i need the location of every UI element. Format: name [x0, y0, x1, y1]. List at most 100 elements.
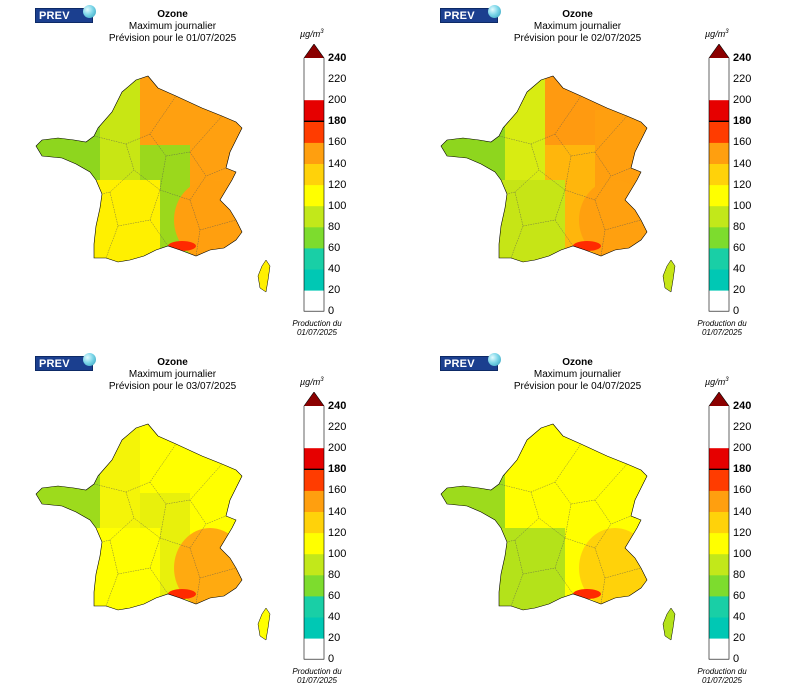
colorbar-segment [709, 184, 729, 207]
colorbar-max-arrow [304, 44, 324, 58]
colorbar-segment [304, 142, 324, 164]
colorbar-segment [304, 448, 324, 470]
colorbar-segment [709, 142, 729, 164]
colorbar-tick-label: 20 [328, 632, 341, 645]
colorbar-tick-label: 220 [328, 421, 347, 434]
colorbar-tick-label: 60 [328, 241, 341, 254]
colorbar-tick-label: 140 [328, 505, 347, 518]
colorbar-segment [709, 469, 729, 491]
colorbar-tick-label: 20 [733, 284, 746, 297]
colorbar-segment [304, 247, 324, 270]
colorbar-tick-label: 180 [328, 115, 347, 128]
production-note: Production du 01/07/2025 [687, 319, 757, 337]
colorbar-segment [709, 617, 729, 639]
colorbar-tick-label: 80 [733, 220, 746, 233]
colorbar-tick-label: 180 [733, 115, 752, 128]
colorbar-segment [709, 205, 729, 228]
colorbar-tick-label: 240 [328, 400, 347, 412]
colorbar-tick-label: 140 [328, 157, 347, 170]
forecast-date: Prévision pour le 02/07/2025 [513, 33, 642, 44]
france-ozone-map [440, 75, 676, 293]
colorbar-tick-label: 0 [733, 305, 740, 318]
colorbar-segment [709, 269, 729, 291]
colorbar-tick-label: 40 [733, 611, 746, 623]
colorbar-tick-label: 20 [328, 284, 341, 297]
panel-titles: Ozone Maximum journalier Prévision pour le… [70, 9, 275, 45]
colorbar-segment [709, 574, 729, 597]
colorbar-tick-label: 0 [733, 653, 740, 666]
france-ozone-map [35, 75, 271, 293]
globe-icon [83, 5, 96, 18]
colorbar-tick-label: 220 [733, 421, 752, 434]
colorbar-unit: µg/m3 [705, 377, 729, 387]
colorbar-tick-label: 80 [733, 568, 746, 581]
colorbar [303, 44, 325, 312]
colorbar-unit: µg/m3 [300, 377, 324, 387]
production-line: Production du [292, 319, 342, 328]
forecast-date: Prévision pour le 01/07/2025 [108, 33, 237, 44]
colorbar-tick-label: 100 [328, 199, 347, 212]
production-line: Production du [697, 667, 747, 676]
colorbar-ticks: 240 220 200 180 160 140 120 100 80 60 40 20 0 [328, 0, 368, 345]
colorbar-tick-label: 240 [733, 400, 752, 412]
colorbar-tick-label: 200 [733, 442, 752, 455]
colorbar-tick-label: 160 [733, 484, 752, 497]
colorbar-tick-label: 80 [328, 568, 341, 581]
colorbar-tick-label: 140 [733, 505, 752, 518]
colorbar-tick-label: 140 [733, 157, 752, 170]
colorbar-segment [304, 490, 324, 512]
colorbar-tick-label: 60 [733, 241, 746, 254]
production-note: Production du 01/07/2025 [282, 319, 352, 337]
forecast-panel-1: PREV AIR Ozone Maximum journalier Prévision… [0, 0, 405, 345]
colorbar-segment [304, 469, 324, 491]
title: Ozone [157, 357, 188, 368]
colorbar-tick-label: 80 [328, 220, 341, 233]
production-note: Production du 01/07/2025 [687, 667, 757, 685]
colorbar-tick-label: 40 [328, 263, 341, 275]
colorbar-tick-label: 120 [733, 526, 752, 539]
forecast-date: Prévision pour le 03/07/2025 [108, 381, 237, 392]
globe-icon [488, 5, 501, 18]
panel-titles: Ozone Maximum journalier Prévision pour le… [70, 357, 275, 393]
colorbar-segment [304, 205, 324, 228]
colorbar-tick-label: 180 [328, 463, 347, 476]
colorbar-tick-label: 160 [733, 136, 752, 149]
colorbar-segment [304, 100, 324, 122]
colorbar-tick-label: 120 [328, 526, 347, 539]
colorbar-segment [304, 226, 324, 249]
colorbar-segment [304, 269, 324, 291]
prevair-logo: PREV AIR [35, 5, 96, 37]
subtitle: Maximum journalier [533, 21, 622, 32]
colorbar-ticks: 240 220 200 180 160 140 120 100 80 60 40 20 0 [733, 0, 773, 345]
colorbar-unit: µg/m3 [705, 29, 729, 39]
colorbar-tick-label: 0 [328, 305, 335, 318]
colorbar-segment [304, 595, 324, 618]
france-ozone-map [35, 423, 271, 641]
globe-icon [83, 353, 96, 366]
colorbar-segment [709, 247, 729, 270]
title: Ozone [562, 9, 593, 20]
colorbar-segment [709, 532, 729, 555]
subtitle: Maximum journalier [128, 369, 217, 380]
colorbar-tick-label: 100 [733, 199, 752, 212]
colorbar-tick-label: 160 [328, 484, 347, 497]
production-line: Production du [697, 319, 747, 328]
colorbar-tick-label: 220 [328, 73, 347, 86]
logo-text: PREV AIR [444, 10, 475, 37]
colorbar-segment [709, 595, 729, 618]
colorbar-segment [304, 184, 324, 207]
forecast-panel-4: PREV AIR Ozone Maximum journalier Prévision… [405, 348, 810, 693]
prevair-logo: PREV AIR [440, 353, 501, 385]
prevair-logo: PREV AIR [35, 353, 96, 385]
title: Ozone [562, 357, 593, 368]
colorbar-max-arrow [304, 392, 324, 406]
colorbar-tick-label: 60 [733, 589, 746, 602]
forecast-date: Prévision pour le 04/07/2025 [513, 381, 642, 392]
subtitle: Maximum journalier [128, 21, 217, 32]
colorbar-segment [304, 617, 324, 639]
colorbar-segment [304, 574, 324, 597]
forecast-panel-3: PREV AIR Ozone Maximum journalier Prévision… [0, 348, 405, 693]
colorbar-tick-label: 240 [733, 52, 752, 64]
colorbar-tick-label: 160 [328, 136, 347, 149]
colorbar-max-arrow [709, 44, 729, 58]
